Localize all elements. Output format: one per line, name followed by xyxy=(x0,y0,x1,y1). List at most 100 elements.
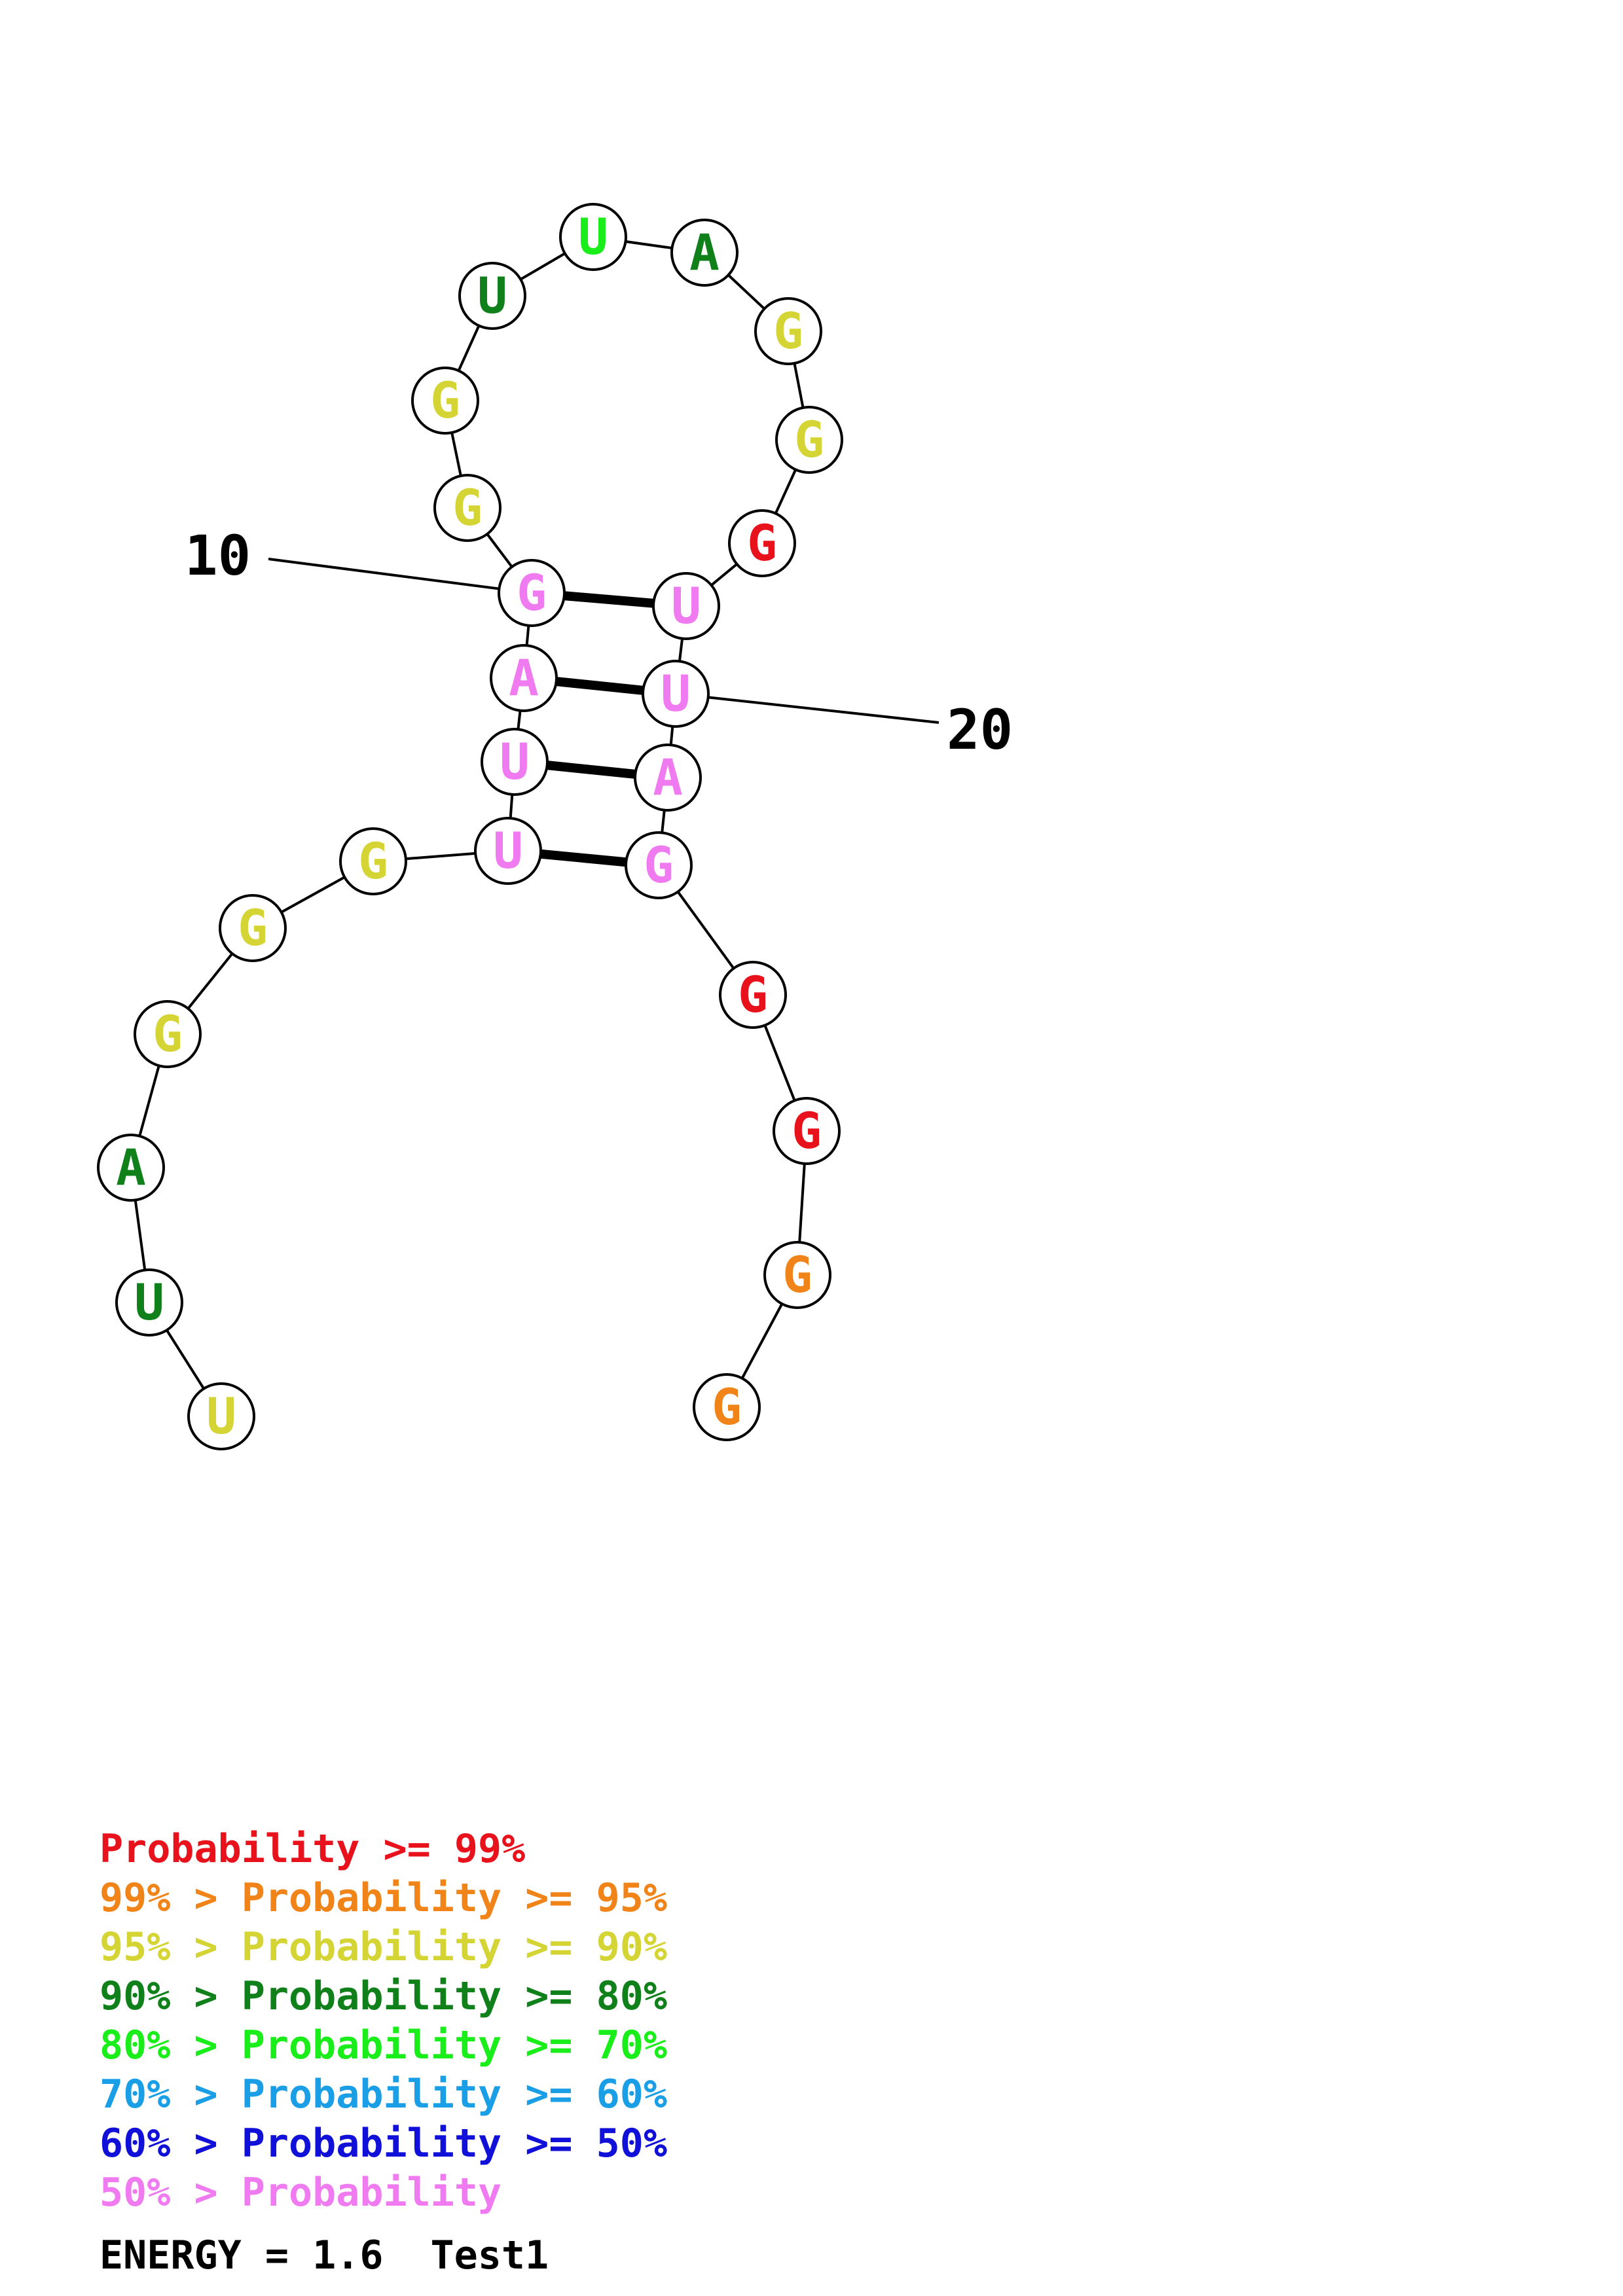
legend-row-80: 90% > Probability >= 80% xyxy=(100,1973,667,2019)
nucleotide-letter: U xyxy=(661,664,691,723)
legend-row-left: 95% > xyxy=(100,1924,242,1970)
energy-line: ENERGY = 1.6 Test1 xyxy=(100,2233,549,2278)
nucleotide-circle xyxy=(433,474,501,542)
energy-label: ENERGY = 1.6 xyxy=(100,2233,383,2278)
nucleotide: G xyxy=(719,961,787,1029)
legend-row-left: 70% > xyxy=(100,2072,242,2117)
nucleotide-circle xyxy=(97,1134,165,1202)
nucleotide: A xyxy=(97,1134,165,1202)
nucleotide: U xyxy=(474,817,542,885)
nucleotide-circle xyxy=(642,660,710,728)
nucleotide-letter: U xyxy=(500,732,530,791)
legend-row-right: Probability xyxy=(242,2170,501,2215)
nucleotide-circle xyxy=(625,831,693,899)
nucleotide-letter: G xyxy=(747,514,777,572)
nucleotide-circle xyxy=(754,297,822,365)
nucleotide: U xyxy=(187,1382,255,1450)
nucleotide: G xyxy=(763,1241,831,1309)
legend-row-left: 60% > xyxy=(100,2121,242,2166)
nucleotide: A xyxy=(670,219,739,287)
numbering-label: 20 xyxy=(947,698,1013,762)
sequence-numbering: 10 20 xyxy=(185,524,1013,762)
nucleotide: G xyxy=(219,894,287,962)
nucleotide-letter: G xyxy=(792,1102,822,1160)
nucleotide: G xyxy=(411,367,479,435)
legend-row-right: Probability >= 95% xyxy=(242,1875,667,1921)
nucleotide-circle xyxy=(775,406,843,474)
nucleotide-letter: A xyxy=(689,223,720,281)
legend-row-left: 99% > xyxy=(100,1875,242,1921)
nucleotide-letter: G xyxy=(358,832,388,890)
nucleotide-letter: A xyxy=(509,649,539,707)
legend-row-right: Probability >= 99% xyxy=(100,1826,525,1872)
nucleotide-letter: G xyxy=(153,1005,183,1063)
nucleotide-letter: U xyxy=(134,1273,164,1331)
nucleotide: G xyxy=(728,509,796,577)
legend-row-50: 60% > Probability >= 50% xyxy=(100,2121,667,2166)
nucleotide: U xyxy=(559,203,627,271)
legend-row-right: Probability >= 50% xyxy=(242,2121,667,2166)
nucleotide-circle xyxy=(652,572,720,640)
nucleotide-letter: A xyxy=(116,1138,146,1196)
nucleotide: G xyxy=(773,1097,841,1165)
nucleotide: G xyxy=(498,559,566,627)
legend-row-70: 80% > Probability >= 70% xyxy=(100,2022,667,2068)
nucleotide-circle xyxy=(559,203,627,271)
nucleotide-letter: G xyxy=(452,478,483,537)
nucleotide: U xyxy=(115,1268,183,1336)
nucleotide-letter: G xyxy=(782,1246,812,1304)
nucleotide-circle xyxy=(773,1097,841,1165)
nucleotide: G xyxy=(754,297,822,365)
nucleotide-circle xyxy=(634,744,702,812)
nucleotide: G xyxy=(433,474,501,542)
nucleotide-letter: G xyxy=(238,899,268,957)
probability-legend: Probability >= 99% 99% > Probability >= … xyxy=(100,1826,667,2278)
nucleotide: U xyxy=(652,572,720,640)
structure-title: Test1 xyxy=(430,2233,549,2278)
nucleotide: U xyxy=(458,262,526,330)
legend-row-left: 50% > xyxy=(100,2170,242,2215)
legend-row-below-50: 50% > Probability xyxy=(100,2170,501,2215)
legend-row-99: Probability >= 99% xyxy=(100,1826,525,1872)
nucleotide-letter: G xyxy=(517,564,547,622)
nucleotide-letter: U xyxy=(493,821,523,880)
nucleotide: A xyxy=(634,744,702,812)
legend-row-95: 99% > Probability >= 95% xyxy=(100,1875,667,1921)
legend-row-right: Probability >= 80% xyxy=(242,1973,667,2019)
nucleotide-letter: G xyxy=(430,371,460,429)
nucleotide: G xyxy=(775,406,843,474)
nucleotide-circle xyxy=(411,367,479,435)
nucleotide-circle xyxy=(115,1268,183,1336)
nucleotide-letter: G xyxy=(712,1378,742,1436)
nucleotide-circle xyxy=(670,219,739,287)
nucleotide-circle xyxy=(490,644,558,712)
nucleotide-circle xyxy=(719,961,787,1029)
legend-row-right: Probability >= 60% xyxy=(242,2072,667,2117)
legend-row-left: 90% > xyxy=(100,1973,242,2019)
nucleotide-letter: G xyxy=(773,302,803,360)
numbering-leader xyxy=(675,692,939,724)
nucleotide-circle xyxy=(763,1241,831,1309)
nucleotide-letter: U xyxy=(206,1387,236,1445)
nucleotide-circle xyxy=(481,728,549,796)
nucleotide-letter: A xyxy=(653,748,683,806)
base-pair-bonds xyxy=(507,588,687,870)
nucleotide-letter: G xyxy=(738,965,768,1024)
nucleotide-circle xyxy=(693,1373,761,1441)
nucleotide: G xyxy=(625,831,693,899)
nucleotide-circle xyxy=(134,1000,202,1068)
nucleotide-circle xyxy=(339,827,407,895)
nucleotide-circle xyxy=(458,262,526,330)
nucleotide-letter: G xyxy=(794,410,824,469)
nucleotide: G xyxy=(134,1000,202,1068)
legend-row-right: Probability >= 90% xyxy=(242,1924,667,1970)
nucleotide: U xyxy=(642,660,710,728)
nucleotide: G xyxy=(339,827,407,895)
nucleotide-letter: G xyxy=(644,836,674,894)
legend-row-right: Probability >= 70% xyxy=(242,2022,667,2068)
legend-row-left: 80% > xyxy=(100,2022,242,2068)
nucleotide-circle xyxy=(219,894,287,962)
nucleotide-circle xyxy=(474,817,542,885)
nucleotide-letter: U xyxy=(477,266,507,325)
